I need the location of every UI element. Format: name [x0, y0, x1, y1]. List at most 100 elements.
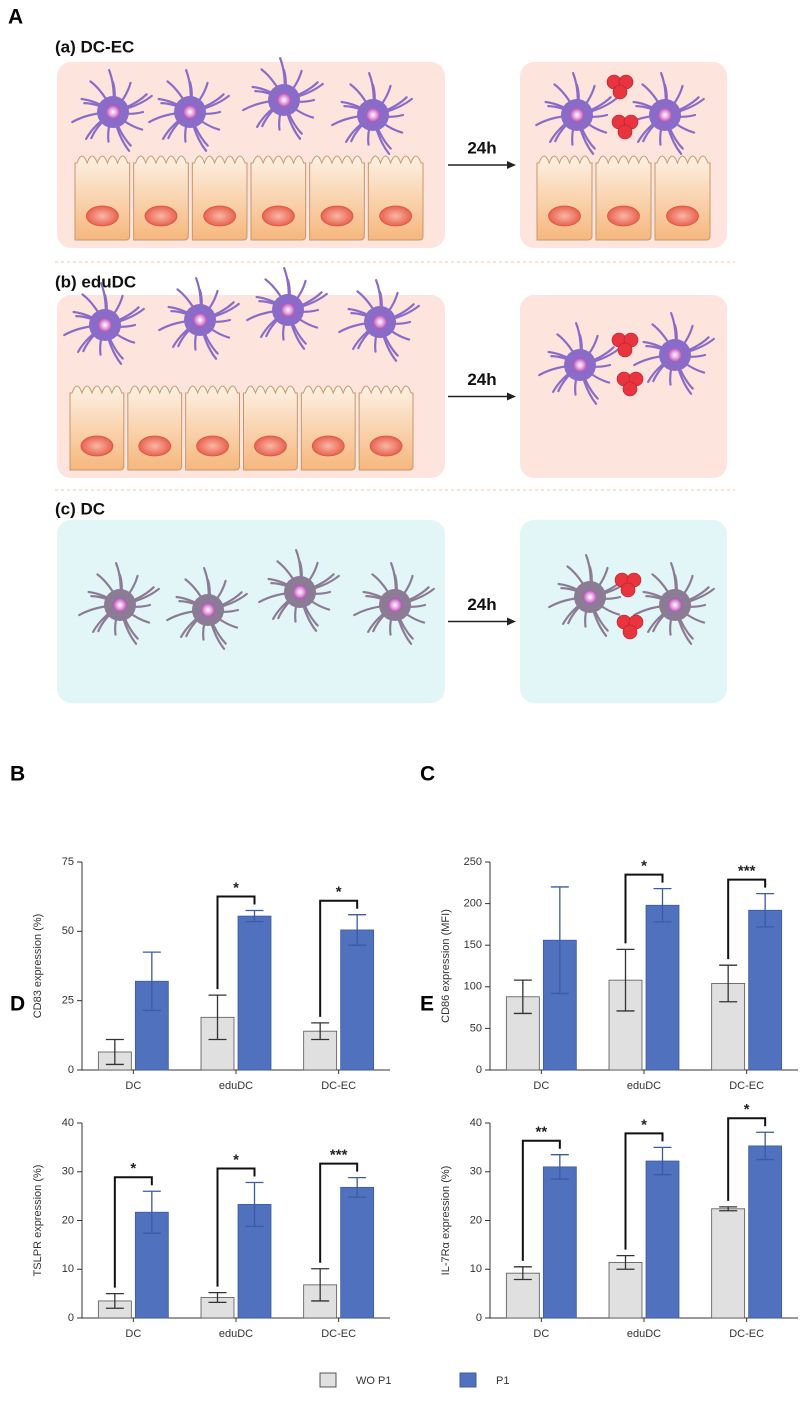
- significance-label: *: [233, 880, 239, 897]
- y-tick-label: 10: [62, 1263, 74, 1275]
- epithelial-cell: [250, 155, 307, 241]
- dendritic-cell: [158, 277, 240, 360]
- bar: [340, 1186, 375, 1319]
- x-tick-label: eduDC: [627, 1328, 661, 1340]
- epithelial-cell: [243, 385, 298, 471]
- dendritic-cell: [338, 279, 420, 362]
- epithelial-nucleus: [666, 205, 699, 227]
- error-bar: [311, 1268, 330, 1302]
- epithelial-nucleus: [311, 435, 345, 457]
- bar: [134, 1211, 169, 1319]
- x-tick-label: eduDC: [627, 1080, 661, 1092]
- epithelial-nucleus: [254, 435, 287, 457]
- dendritic-cell: [71, 69, 153, 152]
- error-bar: [719, 1206, 738, 1212]
- error-bar: [756, 1131, 775, 1161]
- arrow-head: [507, 617, 516, 626]
- significance-bracket: [216, 895, 256, 990]
- cytokine: [620, 582, 636, 598]
- epithelial-cell: [185, 385, 240, 471]
- bar: [645, 1160, 680, 1319]
- nucleus: [668, 348, 682, 362]
- panel-label: B: [10, 763, 25, 786]
- epithelial-nucleus: [196, 435, 229, 457]
- significance-label: *: [744, 1101, 750, 1118]
- dendritic-cell: [148, 69, 230, 152]
- epithelial-nucleus: [261, 205, 295, 227]
- epithelial-cell: [69, 385, 125, 471]
- dendritic-cell: [258, 549, 340, 632]
- bar: [340, 929, 375, 1071]
- significance-label: ***: [738, 863, 756, 880]
- legend-swatch: [319, 1372, 337, 1388]
- significance-bracket: [624, 1132, 664, 1250]
- x-tick-label: DC-EC: [321, 1080, 356, 1092]
- bar: [645, 904, 680, 1071]
- dendritic-cell: [331, 72, 413, 155]
- error-bar: [245, 1181, 264, 1227]
- error-bar: [550, 886, 569, 995]
- error-bar: [208, 1292, 227, 1304]
- condition-box: [57, 520, 445, 703]
- bar: [711, 1208, 746, 1319]
- error-bar: [105, 1038, 124, 1066]
- y-tick-label: 0: [68, 1064, 74, 1076]
- dendritic-cell: [633, 312, 715, 395]
- x-tick-label: DC-EC: [729, 1080, 764, 1092]
- section-label: (b) eduDC: [55, 272, 136, 291]
- cytokine: [622, 381, 638, 397]
- bar: [237, 915, 272, 1071]
- epithelial-cell: [595, 155, 652, 241]
- x-tick-label: DC-EC: [729, 1328, 764, 1340]
- y-tick-label: 0: [476, 1064, 482, 1076]
- y-tick-label: 10: [470, 1263, 482, 1275]
- dendritic-cell: [63, 282, 145, 365]
- bar: [608, 1262, 643, 1319]
- dendritic-cell: [78, 562, 160, 645]
- nucleus: [388, 598, 402, 612]
- y-tick-label: 100: [464, 981, 482, 993]
- dendritic-cell: [623, 72, 705, 155]
- dendritic-cell: [246, 267, 328, 350]
- dendritic-cell: [353, 562, 435, 645]
- x-tick-label: DC: [125, 1080, 141, 1092]
- dendritic-cell: [242, 57, 324, 140]
- nucleus: [277, 93, 291, 107]
- nucleus: [583, 590, 597, 604]
- y-axis-label: TSLPR expression (%): [32, 1165, 44, 1277]
- significance-label: ***: [330, 1147, 348, 1164]
- bar: [505, 1272, 540, 1319]
- significance-label: *: [130, 1160, 136, 1177]
- dendritic-cell: [633, 562, 715, 645]
- significance-label: *: [233, 1151, 239, 1168]
- legend-label: WO P1: [356, 1375, 391, 1387]
- nucleus: [106, 105, 120, 119]
- nucleus: [193, 313, 207, 327]
- error-bar: [245, 909, 264, 923]
- y-tick-label: 25: [62, 995, 74, 1007]
- y-tick-label: 50: [470, 1022, 482, 1034]
- error-bar: [513, 1266, 532, 1281]
- error-bar: [719, 964, 738, 1003]
- nucleus: [373, 315, 387, 329]
- nucleus: [366, 108, 380, 122]
- nucleus: [658, 108, 672, 122]
- epithelial-cell: [133, 155, 189, 241]
- x-tick-label: DC-EC: [321, 1328, 356, 1340]
- bar: [748, 1145, 783, 1319]
- y-tick-label: 75: [62, 856, 74, 868]
- nucleus: [573, 358, 587, 372]
- error-bar: [616, 948, 635, 1012]
- error-bar: [756, 892, 775, 928]
- legend-swatch: [459, 1372, 477, 1388]
- epithelial-cell: [536, 155, 593, 241]
- epithelial-nucleus: [144, 205, 178, 227]
- nucleus: [570, 108, 584, 122]
- cytokine: [622, 624, 638, 640]
- epithelial-cell: [309, 155, 365, 241]
- section-label: (a) DC-EC: [55, 37, 134, 56]
- cytokine: [612, 84, 628, 100]
- time-label: 24h: [467, 595, 496, 614]
- epithelial-nucleus: [379, 205, 413, 227]
- y-tick-label: 200: [464, 898, 482, 910]
